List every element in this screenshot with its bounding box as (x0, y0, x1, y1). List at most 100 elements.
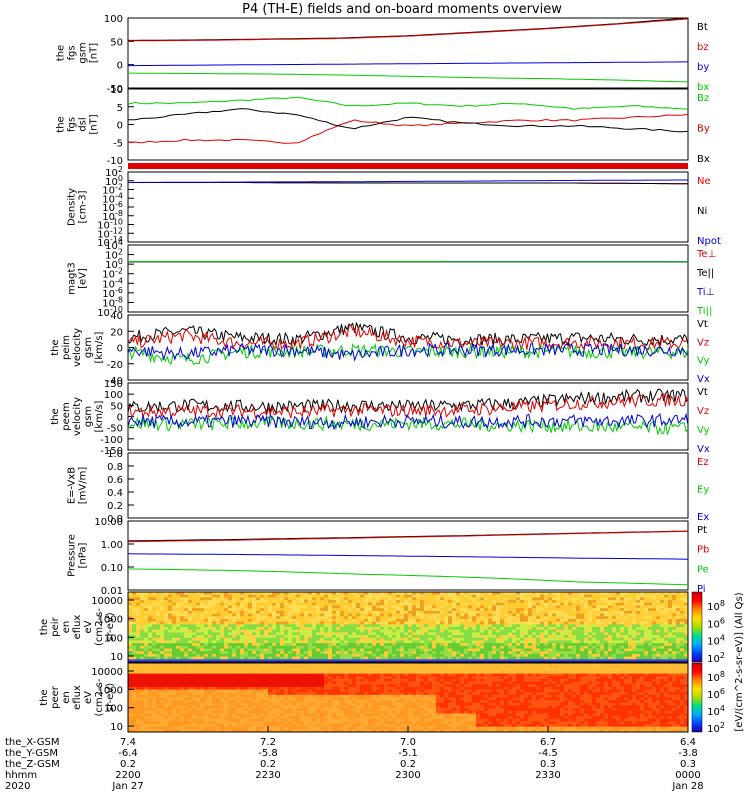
spectrogram-cell (360, 648, 365, 652)
spectrogram-cell (280, 729, 285, 733)
spectrogram-cell (356, 616, 361, 620)
spectrogram-cell (500, 624, 505, 628)
spectrogram-cell (496, 605, 501, 609)
spectrogram-cell (544, 640, 549, 644)
spectrogram-cell (596, 602, 601, 606)
spectrogram-cell (348, 621, 353, 625)
spectrogram-cell (452, 610, 457, 614)
spectrogram-cell (644, 627, 649, 631)
spectrogram-cell (236, 718, 241, 722)
panel-fgs-gsm-ytick-label: 50 (110, 37, 123, 48)
spectrogram-cell (552, 659, 557, 663)
spectrogram-cell (448, 656, 453, 660)
spectrogram-cell (272, 637, 277, 641)
spectrogram-cell (148, 608, 153, 612)
spectrogram-cell (484, 659, 489, 663)
spectrogram-cell (280, 621, 285, 625)
spectrogram-cell (272, 632, 277, 636)
spectrogram-cell (200, 681, 205, 685)
spectrogram-cell (532, 621, 537, 625)
spectrogram-cell (168, 659, 173, 663)
spectrogram-cell (168, 653, 173, 658)
spectrogram-cell (444, 613, 449, 617)
spectrogram-cell (376, 653, 381, 658)
spectrogram-cell (180, 697, 185, 701)
spectrogram-cell (508, 621, 513, 625)
spectrogram-cell (544, 613, 549, 617)
spectrogram-cell (388, 600, 393, 604)
spectrogram-cell (160, 676, 165, 680)
spectrogram-cell (280, 602, 285, 606)
spectrogram-cell (652, 600, 657, 604)
spectrogram-cell (304, 600, 309, 604)
spectrogram-cell (220, 718, 225, 722)
spectrogram-cell (184, 713, 189, 717)
spectrogram-cell (644, 621, 649, 625)
spectrogram-cell (200, 705, 205, 709)
spectrogram-cell (352, 608, 357, 612)
spectrogram-cell (536, 592, 541, 596)
spectrogram-cell (312, 651, 317, 655)
spectrogram-cell (300, 694, 305, 698)
spectrogram-cell (264, 689, 269, 693)
spectrogram-cell (252, 710, 257, 714)
spectrogram-cell (544, 632, 549, 636)
spectrogram-cell (264, 659, 269, 663)
spectrogram-cell (676, 653, 681, 658)
spectrogram-cell (176, 702, 181, 706)
spectrogram-cell (164, 663, 169, 667)
spectrogram-cell (344, 643, 349, 647)
spectrogram-cell (292, 673, 297, 677)
spectrogram-cell (216, 610, 221, 614)
spectrogram-cell (448, 645, 453, 649)
spectrogram-cell (284, 640, 289, 644)
spectrogram-cell (348, 594, 353, 598)
spectrogram-cell (660, 627, 665, 631)
spectrogram-cell (236, 635, 241, 639)
spectrogram-cell (232, 616, 237, 620)
spectrogram-cell (132, 653, 137, 658)
spectrogram-cell (440, 653, 445, 658)
spectrogram-cell (580, 656, 585, 660)
spectrogram-cell (236, 648, 241, 652)
spectrogram-cell (572, 616, 577, 620)
spectrogram-cell (240, 729, 245, 733)
spectrogram-cell (588, 632, 593, 636)
spectrogram-cell (348, 600, 353, 604)
spectrogram-cell (428, 659, 433, 663)
spectrogram-cell (576, 613, 581, 617)
series-peem-velocity-0 (127, 388, 689, 415)
spectrogram-cell (548, 597, 553, 601)
spectrogram-cell (644, 645, 649, 649)
spectrogram-cell (400, 656, 405, 660)
spectrogram-cell (408, 629, 413, 633)
spectrogram-cell (368, 624, 373, 628)
spectrogram-cell (216, 629, 221, 633)
spectrogram-cell (244, 710, 249, 714)
spectrogram-cell (148, 697, 153, 701)
spectrogram-cell (220, 724, 225, 728)
spectrogram-cell (232, 668, 237, 672)
spectrogram-cell (396, 651, 401, 655)
spectrogram-cell (128, 592, 133, 596)
spectrogram-cell (176, 726, 181, 730)
spectrogram-cell (444, 656, 449, 660)
spectrogram-cell (340, 610, 345, 614)
spectrogram-cell (236, 697, 241, 701)
spectrogram-cell (572, 640, 577, 644)
spectrogram-cell (312, 594, 317, 598)
spectrogram-cell (428, 632, 433, 636)
spectrogram-cell (132, 600, 137, 604)
spectrogram-cell (216, 594, 221, 598)
spectrogram-cell (260, 670, 265, 675)
spectrogram-cell (236, 726, 241, 730)
spectrogram-cell (256, 608, 261, 612)
spectrogram-cell (452, 645, 457, 649)
spectrogram-cell (364, 629, 369, 633)
spectrogram-cell (452, 605, 457, 609)
spectrogram-cell (196, 668, 201, 672)
spectrogram-cell (328, 640, 333, 644)
spectrogram-cell (164, 618, 169, 623)
spectrogram-cell (128, 618, 133, 623)
spectrogram-cell (196, 729, 201, 733)
